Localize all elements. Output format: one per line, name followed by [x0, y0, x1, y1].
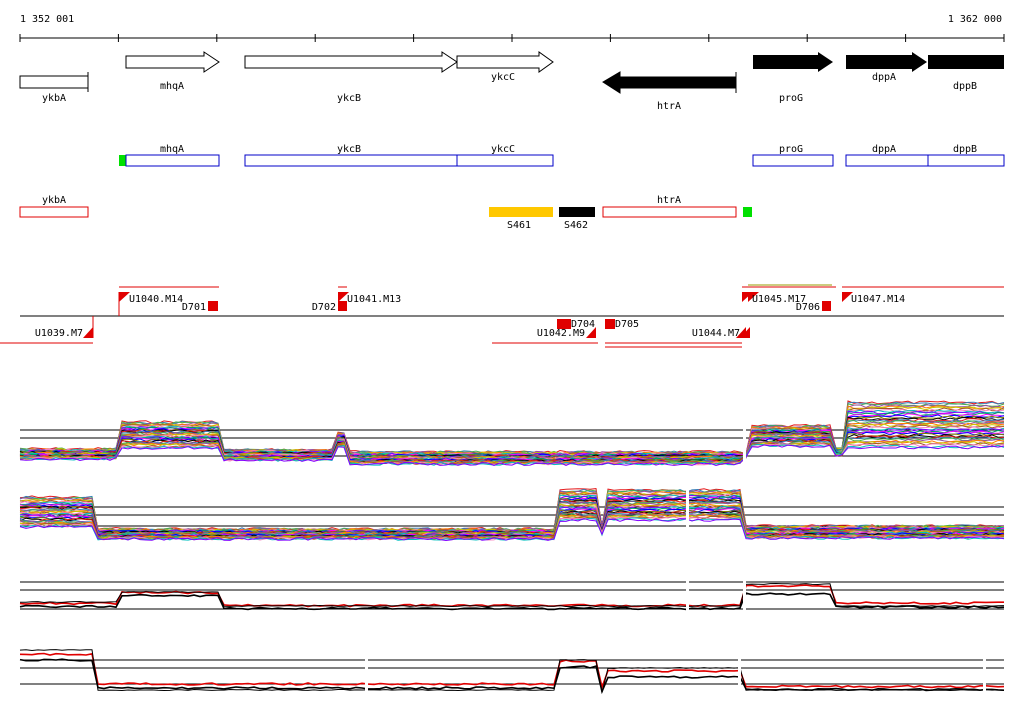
gene-label: ykcB	[337, 93, 361, 104]
blue-region-mhqA[interactable]: mhqA	[125, 144, 220, 167]
gene-label: mhqA	[160, 81, 184, 92]
svg-text:U1041.M13: U1041.M13	[347, 294, 401, 305]
gene-ykcB[interactable]: ykcB	[244, 51, 458, 104]
ruler-start-label: 1 352 001	[20, 14, 74, 25]
svg-text:U1045.M17: U1045.M17	[752, 294, 806, 305]
segment-U1047-M14[interactable]: U1047.M14	[842, 292, 905, 305]
gene-label: ykbA	[42, 93, 66, 104]
gene-label: dppB	[953, 81, 977, 92]
ruler-end-label: 1 362 000	[948, 14, 1002, 25]
expression-profile-line	[19, 488, 1005, 531]
svg-text:htrA: htrA	[657, 195, 681, 206]
segment-U1045-M17[interactable]: U1045.M17	[742, 292, 806, 305]
expression-profile-line	[19, 518, 1005, 542]
svg-text:mhqA: mhqA	[160, 144, 184, 155]
noncoding-S461[interactable]: S461	[489, 207, 553, 231]
svg-text:U1044.M7: U1044.M7	[692, 328, 740, 339]
segment-U1039-M7[interactable]: U1039.M7	[35, 316, 94, 339]
data-gap	[686, 570, 689, 615]
expression-panel-forward	[19, 400, 1005, 470]
expression-profile-line	[19, 429, 1005, 462]
svg-text:D706: D706	[796, 302, 820, 313]
gene-label: proG	[779, 93, 803, 104]
blue-region-dppB[interactable]: dppB	[927, 144, 1005, 167]
svg-text:ykcC: ykcC	[491, 144, 515, 155]
summary-panel-reverse	[19, 645, 1005, 695]
expression-profile-line	[19, 488, 1005, 532]
segment-U1044-M7[interactable]: U1044.M7	[692, 327, 750, 339]
gene-label: dppA	[872, 72, 896, 83]
gene-dppA[interactable]: dppA	[846, 52, 927, 83]
gene-ykbA[interactable]: ykbA	[19, 72, 89, 104]
svg-text:U1047.M14: U1047.M14	[851, 294, 905, 305]
segment-U1042-M9[interactable]: U1042.M9	[537, 327, 596, 339]
expression-profile-line	[20, 582, 1005, 608]
gene-proG[interactable]: proG	[753, 52, 833, 104]
gene-ykcC[interactable]: ykcC	[456, 51, 554, 83]
svg-text:proG: proG	[779, 144, 803, 155]
red-transcript-track: ykbA S461 S462 htrA	[19, 195, 752, 231]
segment-D706[interactable]: D706	[796, 301, 831, 313]
red-region-ykbA[interactable]: ykbA	[19, 195, 89, 218]
blue-region-ykcC[interactable]: ykcC	[456, 144, 554, 167]
svg-text:U1039.M7: U1039.M7	[35, 328, 83, 339]
svg-text:ykcB: ykcB	[337, 144, 361, 155]
segment-U1040-M14[interactable]: U1040.M14	[118, 292, 183, 316]
svg-text:ykbA: ykbA	[42, 195, 66, 206]
svg-text:D704: D704	[571, 319, 595, 330]
segment-U1041-M13[interactable]: U1041.M13	[338, 292, 401, 305]
blue-region-ykcB[interactable]: ykcB	[244, 144, 458, 167]
svg-text:U1040.M14: U1040.M14	[129, 294, 183, 305]
expression-profile-line	[19, 444, 1005, 467]
svg-text:S462: S462	[564, 220, 588, 231]
gene-htrA[interactable]: htrA	[602, 71, 737, 112]
data-gap	[743, 400, 746, 470]
segment-D704[interactable]: D704	[557, 319, 595, 330]
svg-text:S461: S461	[507, 220, 531, 231]
data-gap	[983, 645, 986, 695]
svg-text:D702: D702	[312, 302, 336, 313]
gene-track: ykbA mhqA ykcB ykcC htrA proG dppA	[19, 51, 1004, 112]
svg-text:D705: D705	[615, 319, 639, 330]
data-gap	[686, 480, 689, 545]
expression-profile-line	[19, 592, 1005, 611]
svg-text:U1042.M9: U1042.M9	[537, 328, 585, 339]
expression-profile-line	[19, 649, 1005, 693]
svg-text:dppA: dppA	[872, 144, 896, 155]
expression-profile-line	[19, 517, 1005, 541]
red-region-htrA[interactable]: htrA	[602, 195, 737, 218]
svg-text:dppB: dppB	[953, 144, 977, 155]
expression-panel-reverse	[19, 480, 1005, 545]
expression-profile-line	[19, 491, 1005, 532]
noncoding-S462[interactable]: S462	[559, 207, 595, 231]
data-gap	[738, 645, 741, 695]
summary-panel-forward	[19, 570, 1005, 615]
gene-dppB[interactable]: dppB	[928, 55, 1004, 92]
gene-label: htrA	[657, 101, 681, 112]
expression-profile-line	[19, 584, 1004, 608]
green-marker	[119, 155, 126, 166]
gene-label: ykcC	[491, 72, 515, 83]
segment-D705[interactable]: D705	[605, 319, 639, 330]
expression-profile-line	[20, 490, 1004, 532]
segmentation-track: U1040.M14 D701 D702 U1041.M13 U1039.M7 U…	[0, 284, 1004, 348]
green-marker	[743, 207, 752, 217]
blue-region-proG[interactable]: proG	[752, 144, 834, 167]
expression-profile-line	[19, 652, 1005, 690]
blue-region-dppA[interactable]: dppA	[845, 144, 929, 167]
coordinate-ruler: 1 352 001 1 362 000	[19, 14, 1005, 42]
expression-profile-line	[19, 658, 1005, 695]
segment-D702[interactable]: D702	[312, 301, 347, 313]
blue-transcript-track: mhqA ykcB ykcC proG dppA dppB	[119, 144, 1005, 167]
svg-text:D701: D701	[182, 302, 206, 313]
expression-profile-line	[19, 489, 1005, 532]
segment-D701[interactable]: D701	[182, 301, 218, 313]
data-gap	[743, 570, 746, 615]
gene-mhqA[interactable]: mhqA	[125, 51, 220, 92]
data-gap	[365, 645, 368, 695]
